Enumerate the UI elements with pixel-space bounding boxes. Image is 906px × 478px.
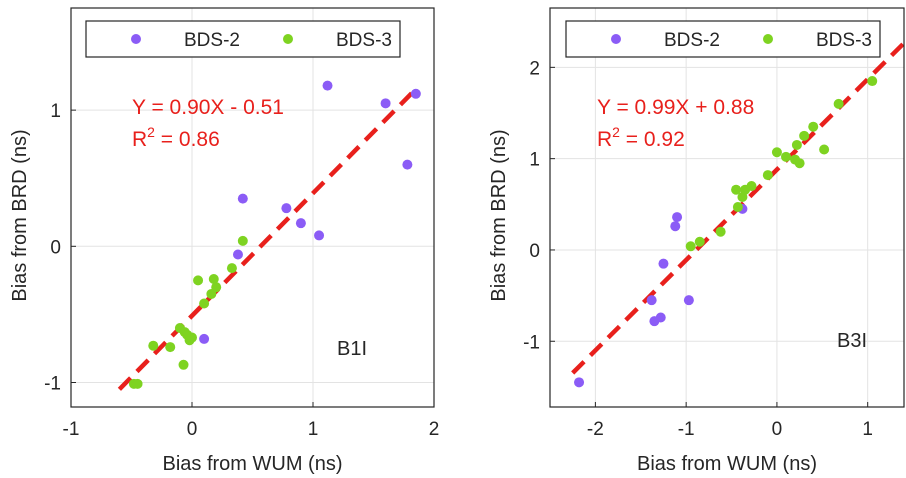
- x-axis-label: Bias from WUM (ns): [163, 453, 343, 475]
- point-bds-3: [799, 130, 810, 141]
- x-tick-label: -2: [587, 419, 604, 440]
- y-tick-label: -1: [44, 373, 61, 394]
- legend-label: BDS-3: [336, 30, 392, 51]
- r-squared-sup: 2: [612, 124, 620, 140]
- point-bds-3: [833, 98, 844, 109]
- fit-equation: Y = 0.99X + 0.88: [597, 96, 754, 119]
- point-bds-2: [683, 295, 694, 306]
- x-tick-label: -1: [678, 419, 695, 440]
- legend-marker: [283, 34, 293, 44]
- r-squared-label: R: [132, 128, 147, 151]
- point-bds-2: [314, 230, 325, 241]
- point-bds-3: [208, 273, 219, 284]
- point-bds-3: [781, 151, 791, 162]
- r-squared: R2 = 0.92: [597, 124, 685, 151]
- x-tick-label: 0: [772, 419, 783, 440]
- point-bds-3: [762, 170, 773, 181]
- point-bds-3: [732, 202, 743, 213]
- legend-marker: [131, 34, 141, 44]
- point-bds-3: [199, 298, 210, 309]
- x-tick-label: 2: [429, 419, 440, 440]
- y-tick-label: 0: [529, 241, 540, 262]
- plot-area: [71, 8, 434, 407]
- r-squared-label: R: [597, 128, 612, 151]
- point-bds-3: [226, 263, 237, 274]
- legend-marker: [611, 34, 621, 44]
- point-bds-2: [410, 88, 421, 99]
- chart-panel-1: -1 0 1 2 -1 0 1 Bias from WUM (ns) Bias from BRD…: [9, 7, 440, 475]
- point-bds-2: [281, 203, 292, 214]
- point-bds-3: [148, 340, 159, 351]
- point-bds-2: [646, 295, 657, 306]
- y-axis-label: Bias from BRD (ns): [9, 129, 31, 301]
- point-bds-3: [715, 226, 726, 237]
- plot-area: [550, 8, 904, 407]
- fit-equation: Y = 0.90X - 0.51: [132, 96, 284, 119]
- legend-label: BDS-2: [664, 30, 720, 51]
- r-squared: R2 = 0.86: [132, 124, 220, 151]
- point-bds-3: [178, 359, 189, 370]
- point-bds-2: [237, 193, 248, 204]
- point-bds-3: [771, 147, 782, 158]
- x-tick-label: 1: [308, 419, 319, 440]
- point-bds-3: [867, 76, 878, 87]
- point-bds-2: [402, 159, 413, 170]
- point-bds-3: [237, 235, 248, 246]
- y-tick-label: 2: [529, 58, 540, 79]
- point-bds-3: [791, 139, 802, 150]
- point-bds-3: [694, 236, 705, 247]
- y-tick-label: 1: [50, 101, 61, 122]
- band-label: B3I: [837, 330, 867, 352]
- point-bds-2: [655, 312, 666, 323]
- point-bds-3: [737, 192, 748, 202]
- band-label: B1I: [337, 338, 367, 360]
- legend: BDS-2 BDS-3: [85, 20, 401, 58]
- y-axis-label: Bias from BRD (ns): [488, 129, 510, 301]
- point-bds-3: [794, 158, 805, 169]
- point-bds-3: [685, 241, 696, 252]
- axes-frame: [70, 7, 435, 408]
- point-bds-2: [574, 377, 585, 388]
- r-squared-value: = 0.92: [620, 128, 685, 151]
- fit-line: [117, 87, 418, 391]
- x-tick-label: 1: [862, 419, 873, 440]
- legend-marker: [763, 34, 773, 44]
- point-bds-2: [322, 80, 333, 91]
- x-tick-label: -1: [63, 419, 80, 440]
- x-axis-label: Bias from WUM (ns): [637, 453, 817, 475]
- y-tick-label: 0: [50, 237, 61, 258]
- point-bds-3: [808, 121, 819, 132]
- point-bds-2: [199, 333, 210, 344]
- r-squared-sup: 2: [147, 124, 155, 140]
- point-bds-3: [165, 342, 176, 353]
- point-bds-2: [232, 249, 243, 260]
- y-tick-label: 1: [529, 150, 540, 171]
- r-squared-value: = 0.86: [155, 128, 220, 151]
- legend-label: BDS-3: [816, 30, 872, 51]
- y-tick-label: -1: [523, 332, 540, 353]
- point-bds-3: [731, 184, 742, 195]
- legend-label: BDS-2: [184, 30, 240, 51]
- x-tick-label: 0: [187, 419, 198, 440]
- point-bds-2: [670, 221, 681, 232]
- point-bds-3: [193, 275, 204, 286]
- point-bds-2: [658, 258, 669, 269]
- point-bds-2: [295, 218, 306, 229]
- axes-frame: [549, 7, 905, 408]
- point-bds-3: [187, 332, 197, 343]
- point-bds-2: [672, 212, 683, 223]
- point-bds-2: [380, 98, 391, 109]
- legend: BDS-2 BDS-3: [565, 20, 881, 58]
- chart-panel-2: -2 -1 0 1 -1 0 1 2 Bias from WUM (ns) Bias from B…: [488, 7, 906, 475]
- point-bds-3: [211, 282, 222, 293]
- point-bds-3: [132, 378, 143, 389]
- point-bds-3: [819, 144, 830, 155]
